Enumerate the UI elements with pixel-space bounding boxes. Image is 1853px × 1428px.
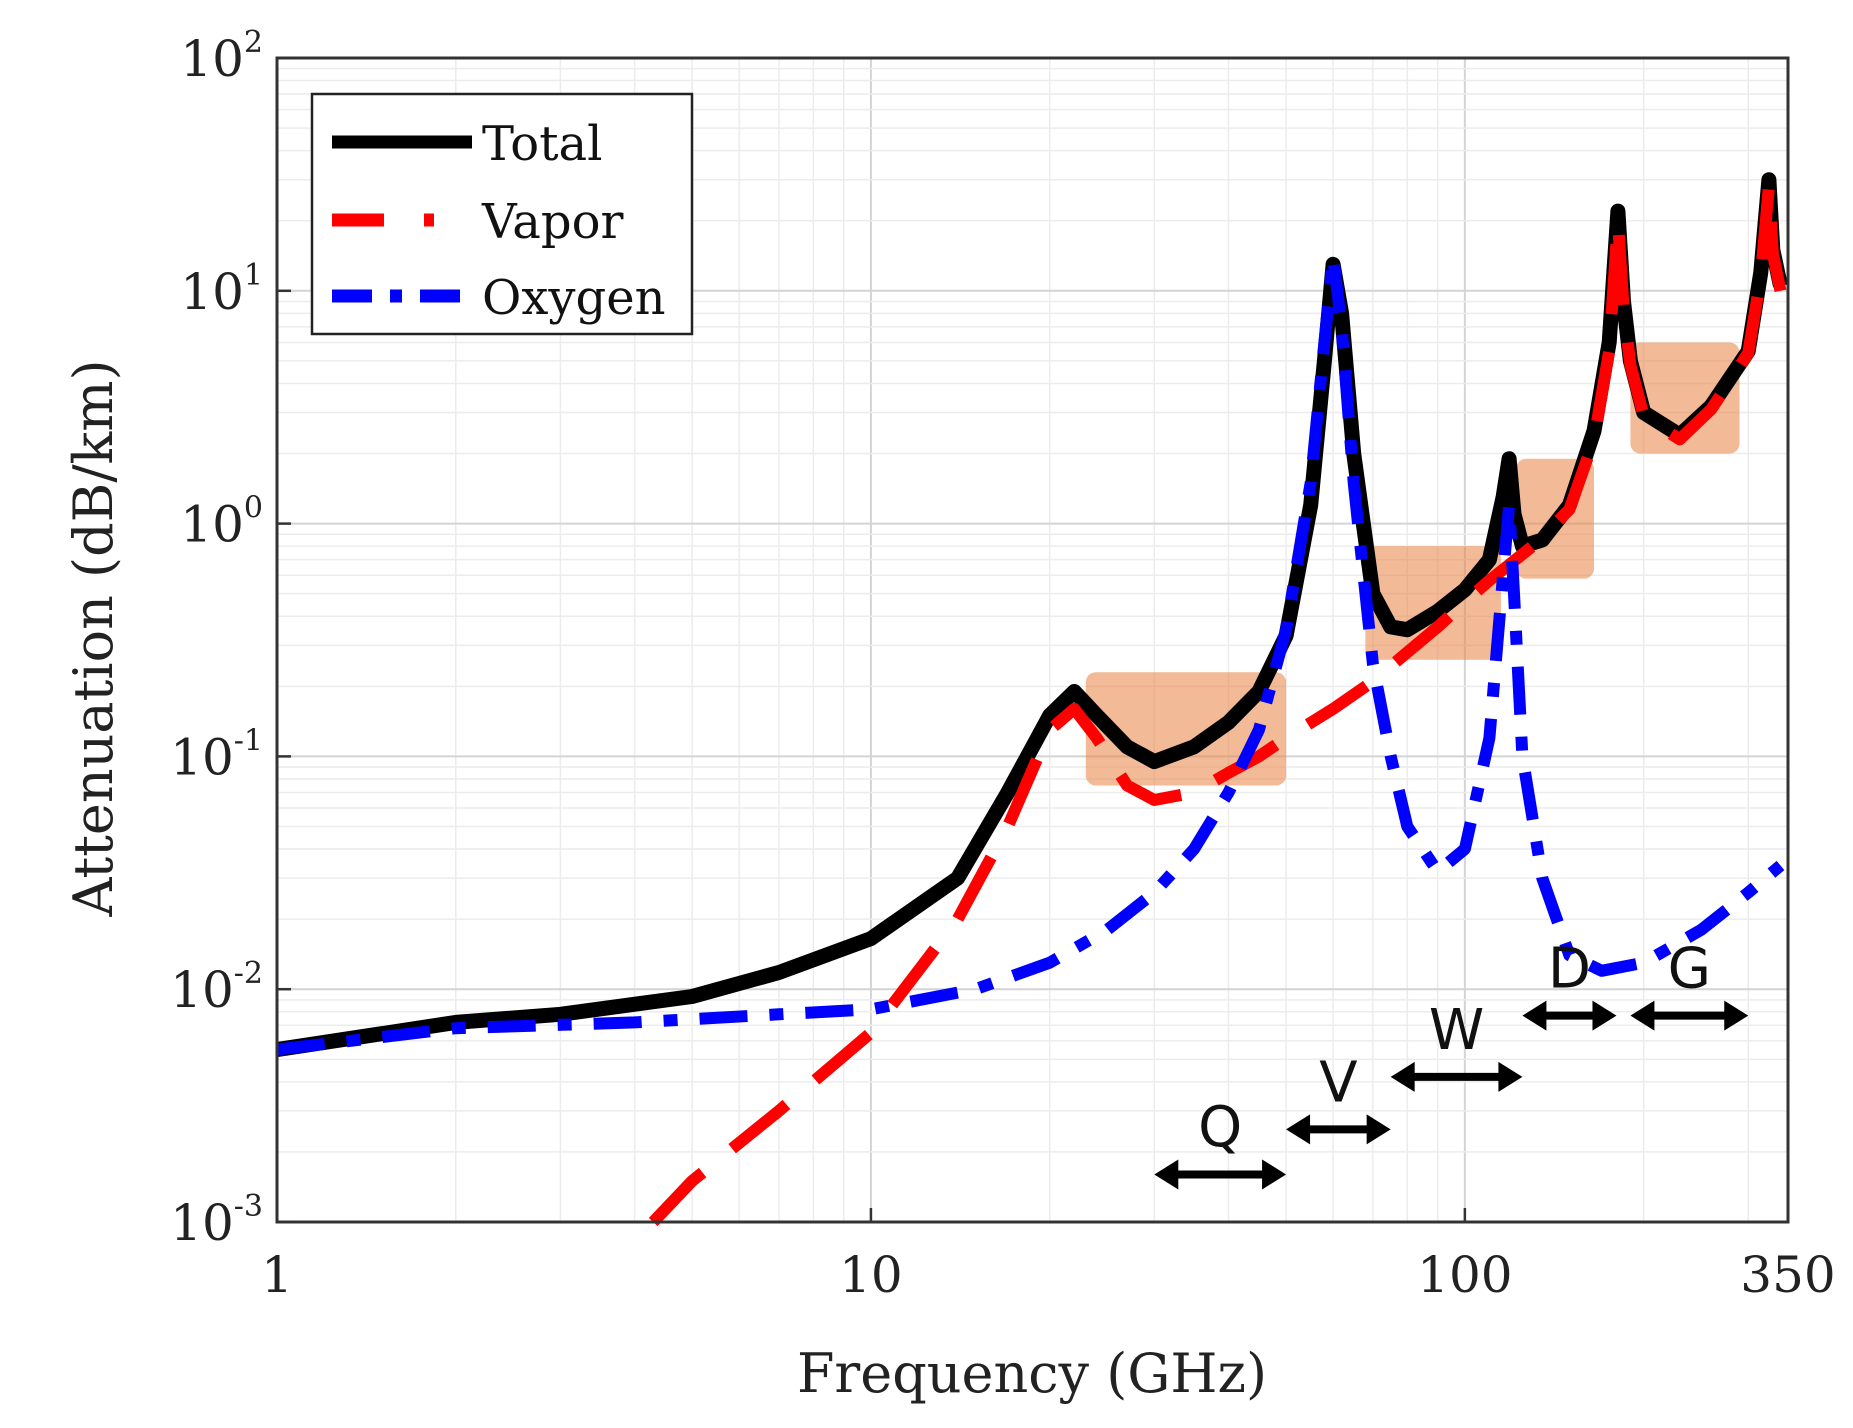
x-axis-label: Frequency (GHz)	[797, 1342, 1267, 1405]
y-tick-label: 102	[180, 25, 263, 88]
x-tick-label: 1	[261, 1246, 293, 1304]
band-arrow-right-head	[1262, 1159, 1287, 1190]
band-label: V	[1319, 1050, 1357, 1115]
band-arrow-left-head	[1154, 1159, 1179, 1190]
x-tick-label: 100	[1417, 1246, 1512, 1304]
series-line-vapor	[648, 180, 1787, 1227]
legend: Total Vapor Oxygen	[310, 92, 694, 336]
y-axis-label: Attenuation (dB/km)	[62, 359, 125, 917]
legend-label-total: Total	[482, 116, 602, 172]
band-arrow-left-head	[1630, 1000, 1655, 1031]
band-arrow-right-head	[1724, 1000, 1749, 1031]
y-tick-label: 10-3	[170, 1189, 263, 1252]
series-lines	[275, 172, 1788, 1227]
band-v: V	[1286, 1050, 1391, 1145]
band-label: D	[1548, 937, 1591, 1002]
x-tick-label: 350	[1740, 1246, 1835, 1304]
plot-frame	[275, 56, 1790, 1224]
band-label: G	[1668, 937, 1711, 1002]
y-tick-label: 10-2	[170, 956, 263, 1019]
band-q: Q	[1154, 1095, 1287, 1190]
frequency-bands: Q V WD G	[1154, 937, 1749, 1190]
y-tick-label: 10-1	[170, 723, 263, 786]
band-arrow-left-head	[1390, 1061, 1415, 1092]
band-label: Q	[1198, 1095, 1242, 1160]
axis-ticks: 1 10 100 350 10-3 10-2 10-1 100 101 102	[170, 25, 1836, 1304]
series-line-oxygen	[276, 250, 1785, 1056]
band-arrow-left-head	[1522, 1000, 1547, 1031]
band-arrow-right-head	[1592, 1000, 1617, 1031]
legend-label-oxygen: Oxygen	[482, 270, 666, 326]
band-arrow-right-head	[1498, 1061, 1523, 1092]
band-arrow-left-head	[1286, 1114, 1311, 1145]
y-tick-label: 101	[180, 258, 263, 321]
y-tick-label: 100	[180, 491, 263, 554]
band-g: G	[1630, 937, 1749, 1031]
band-w: W	[1390, 998, 1523, 1092]
x-tick-label: 10	[839, 1246, 903, 1304]
band-label: W	[1429, 998, 1484, 1063]
band-d: D	[1522, 937, 1617, 1031]
legend-label-vapor: Vapor	[481, 194, 624, 250]
band-arrow-right-head	[1366, 1114, 1391, 1145]
